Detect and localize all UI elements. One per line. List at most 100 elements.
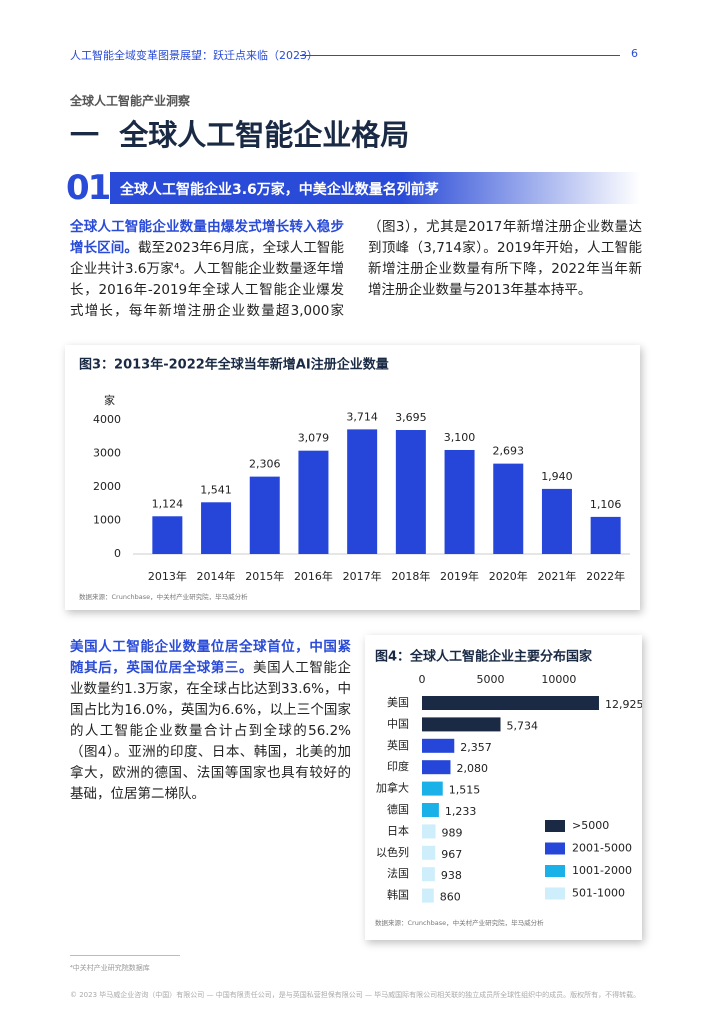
value-label: 3,079	[298, 432, 330, 445]
value-label: 1,106	[590, 498, 622, 511]
y-tick-label: 以色列	[376, 845, 409, 859]
y-tick-label: 日本	[387, 823, 409, 837]
x-tick-label: 2016年	[294, 569, 333, 583]
y-tick-label: 印度	[387, 759, 409, 773]
chart-card: 图4：全球人工智能企业主要分布国家 0 5000 10000 美国 12,925 中国 5,7…	[365, 635, 642, 940]
value-label: 2,693	[493, 445, 525, 458]
y-tick-label: 0	[114, 547, 121, 560]
x-tick-label: 2019年	[440, 569, 479, 583]
x-tick-label: 2020年	[489, 569, 528, 583]
paragraph-lead: 美国人工智能企业数量位居全球首位，中国紧随其后，英国位居全球第三。	[70, 639, 351, 676]
value-label: 938	[441, 869, 462, 882]
legend-label: 501-1000	[572, 887, 625, 900]
bar	[422, 888, 434, 903]
source: 数据来源：Crunchbase，中关村产业研究院，毕马威分析	[375, 918, 544, 927]
section-title-text: 全球人工智能企业格局	[119, 118, 410, 152]
section-label: 全球人工智能产业洞察	[70, 94, 191, 108]
subsection-number: 01	[66, 168, 111, 208]
legend-swatch	[545, 820, 565, 832]
x-tick-label: 2014年	[197, 569, 236, 583]
footer: © 2023 毕马威企业咨询（中国）有限公司 — 中国有限责任公司，是与英国私营…	[70, 991, 641, 999]
y-tick-label: 中国	[387, 717, 409, 730]
bar	[493, 463, 524, 554]
bar	[444, 449, 475, 554]
bar	[541, 488, 572, 554]
x-tick-label: 5000	[476, 673, 504, 686]
bar	[422, 803, 439, 817]
paragraph: 全球人工智能企业数量由爆发式增长转入稳步增长区间。截至2023年6月底，全球人工…	[70, 217, 642, 327]
y-tick-label: 韩国	[387, 888, 409, 902]
value-label: 1,515	[449, 784, 481, 797]
bar	[590, 516, 621, 554]
paragraph-lead: 全球人工智能企业数量由爆发式增长转入稳步增长区间。	[70, 219, 344, 256]
page-number: 6	[631, 47, 638, 60]
bar	[422, 781, 443, 796]
bar	[422, 717, 501, 732]
value-label: 1,124	[152, 497, 184, 510]
source: 数据来源：Crunchbase，中关村产业研究院，毕马威分析	[79, 592, 248, 601]
y-tick-label: 加拿大	[376, 781, 409, 795]
value-label: 2,080	[456, 762, 488, 775]
bar	[422, 845, 436, 860]
legend-label: >5000	[572, 819, 609, 832]
bar	[347, 429, 378, 554]
chart-title: 图4：全球人工智能企业主要分布国家	[375, 649, 593, 665]
paragraph-body: 截至2023年6月底，全球人工智能企业共计3.6万家⁴。人工智能企业数量逐年增长…	[70, 219, 642, 319]
bar	[152, 516, 183, 554]
value-label: 1,233	[445, 805, 477, 818]
chart-title: 图3：2013年-2022年全球当年新增AI注册企业数量	[79, 357, 389, 373]
bar	[249, 476, 280, 554]
x-tick-label: 2015年	[245, 569, 284, 583]
bar	[201, 502, 232, 554]
y-tick-label: 2000	[93, 480, 121, 493]
value-label: 2,357	[460, 741, 492, 754]
header-rule	[300, 55, 620, 56]
legend-swatch	[545, 865, 565, 877]
y-tick-label: 英国	[387, 738, 409, 752]
section-title: 一 全球人工智能企业格局	[70, 112, 409, 154]
legend-label: 2001-5000	[572, 842, 632, 855]
value-label: 5,734	[507, 719, 539, 732]
bar	[422, 824, 436, 839]
header-title: 人工智能全域变革图景展望：跃迁点来临（2023）	[70, 49, 318, 62]
paragraph: 美国人工智能企业数量位居全球首位，中国紧随其后，英国位居全球第三。美国人工智能企…	[70, 637, 351, 805]
section-number: 一	[70, 118, 100, 152]
bar	[395, 430, 426, 554]
x-tick-label: 0	[419, 673, 426, 686]
bar	[422, 696, 599, 710]
footnote-rule	[70, 955, 180, 956]
legend-swatch	[545, 842, 565, 855]
bar	[422, 738, 455, 753]
footnote: ⁴中关村产业研究院数据库	[70, 964, 150, 972]
value-label: 3,695	[395, 411, 427, 424]
y-tick-label: 德国	[387, 802, 409, 816]
y-axis-label: 家	[104, 393, 115, 407]
bar	[422, 760, 451, 775]
bar	[298, 450, 329, 554]
y-tick-label: 美国	[387, 696, 409, 709]
y-tick-label: 1000	[93, 513, 121, 526]
value-label: 967	[441, 848, 462, 861]
bar	[422, 867, 435, 882]
value-label: 3,100	[444, 431, 476, 444]
value-label: 1,541	[200, 483, 232, 496]
x-tick-label: 2018年	[391, 569, 430, 583]
paragraph-body: 美国人工智能企业数量约1.3万家，在全球占比达到33.6%，中国占比为16.0%…	[70, 660, 352, 802]
x-tick-label: 2021年	[537, 569, 576, 583]
legend-label: 1001-2000	[572, 864, 632, 877]
y-tick-label: 4000	[93, 413, 121, 426]
y-tick-label: 法国	[387, 866, 409, 880]
x-tick-label: 2017年	[343, 569, 382, 583]
value-label: 12,925	[605, 698, 642, 711]
value-label: 3,714	[346, 410, 378, 423]
x-tick-label: 10000	[541, 673, 576, 686]
x-tick-label: 2022年	[586, 569, 625, 583]
y-tick-label: 3000	[93, 446, 121, 459]
legend-swatch	[545, 887, 565, 900]
value-label: 1,940	[541, 470, 573, 483]
subsection-title: 全球人工智能企业3.6万家，中美企业数量名列前茅	[120, 182, 439, 198]
value-label: 860	[440, 891, 461, 904]
value-label: 989	[442, 826, 463, 839]
